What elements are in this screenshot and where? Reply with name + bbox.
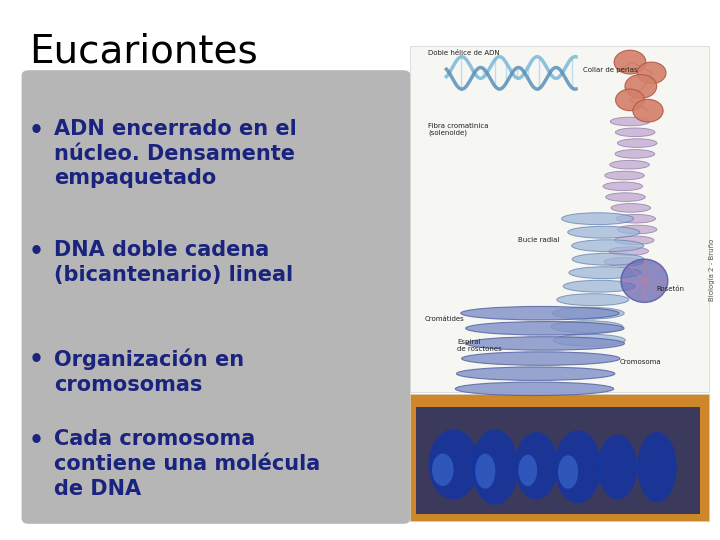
Ellipse shape — [432, 454, 454, 486]
Ellipse shape — [562, 213, 634, 225]
Ellipse shape — [637, 432, 677, 502]
Ellipse shape — [515, 432, 558, 500]
Ellipse shape — [557, 294, 629, 306]
Ellipse shape — [461, 307, 619, 320]
Text: Cada cromosoma
contiene una molécula
de DNA: Cada cromosoma contiene una molécula de … — [54, 429, 320, 499]
Ellipse shape — [475, 454, 495, 489]
Circle shape — [625, 75, 657, 98]
Ellipse shape — [569, 267, 641, 279]
Text: Cromátides: Cromátides — [425, 315, 464, 322]
Ellipse shape — [563, 280, 635, 292]
Ellipse shape — [567, 226, 639, 238]
Text: Organización en
cromosomas: Organización en cromosomas — [54, 348, 244, 395]
Text: Espiral
de rosctones: Espiral de rosctones — [457, 339, 502, 352]
Ellipse shape — [610, 160, 649, 169]
Text: Rosetón: Rosetón — [657, 286, 685, 292]
Ellipse shape — [558, 455, 578, 489]
Text: Collar de perlas: Collar de perlas — [583, 67, 638, 73]
Ellipse shape — [455, 382, 613, 395]
Ellipse shape — [611, 204, 651, 212]
Text: Doble hélice de ADN: Doble hélice de ADN — [428, 50, 500, 56]
Ellipse shape — [554, 430, 601, 503]
Text: DNA doble cadena
(bicantenario) lineal: DNA doble cadena (bicantenario) lineal — [54, 240, 293, 285]
Ellipse shape — [605, 171, 644, 180]
Ellipse shape — [616, 128, 655, 137]
Ellipse shape — [604, 258, 644, 266]
FancyBboxPatch shape — [410, 46, 709, 392]
Ellipse shape — [428, 429, 479, 500]
Ellipse shape — [572, 253, 644, 265]
Ellipse shape — [611, 117, 649, 126]
Circle shape — [616, 89, 644, 111]
Text: •: • — [29, 240, 43, 264]
Ellipse shape — [606, 193, 645, 201]
Ellipse shape — [609, 247, 649, 255]
Text: Cromosoma: Cromosoma — [619, 359, 661, 365]
Ellipse shape — [466, 337, 624, 350]
Circle shape — [633, 99, 663, 122]
Text: Fibra cromatinica
(solenoide): Fibra cromatinica (solenoide) — [428, 123, 489, 137]
Ellipse shape — [572, 240, 644, 252]
Ellipse shape — [598, 435, 637, 500]
Ellipse shape — [616, 214, 655, 223]
Ellipse shape — [472, 429, 518, 505]
Ellipse shape — [553, 334, 625, 346]
Ellipse shape — [614, 236, 654, 245]
Ellipse shape — [621, 259, 668, 302]
Ellipse shape — [518, 455, 537, 486]
Ellipse shape — [466, 322, 624, 335]
Ellipse shape — [615, 150, 654, 158]
Circle shape — [637, 62, 666, 84]
Ellipse shape — [617, 139, 657, 147]
Text: •: • — [29, 429, 43, 453]
FancyBboxPatch shape — [22, 70, 410, 524]
FancyBboxPatch shape — [416, 407, 700, 514]
Ellipse shape — [462, 352, 620, 366]
Text: Bucle radial: Bucle radial — [518, 237, 559, 244]
Ellipse shape — [456, 367, 615, 380]
FancyBboxPatch shape — [410, 394, 709, 521]
Text: Eucariontes: Eucariontes — [29, 32, 258, 70]
Ellipse shape — [551, 321, 623, 333]
Ellipse shape — [617, 225, 657, 234]
Ellipse shape — [603, 182, 643, 191]
Text: •: • — [29, 119, 43, 143]
Text: Biología 2 - Bruño: Biología 2 - Bruño — [708, 239, 715, 301]
Circle shape — [614, 50, 646, 74]
Text: •: • — [29, 348, 43, 372]
Ellipse shape — [552, 307, 624, 319]
Text: ADN encerrado en el
núcleo. Densamente
empaquetado: ADN encerrado en el núcleo. Densamente e… — [54, 119, 297, 188]
